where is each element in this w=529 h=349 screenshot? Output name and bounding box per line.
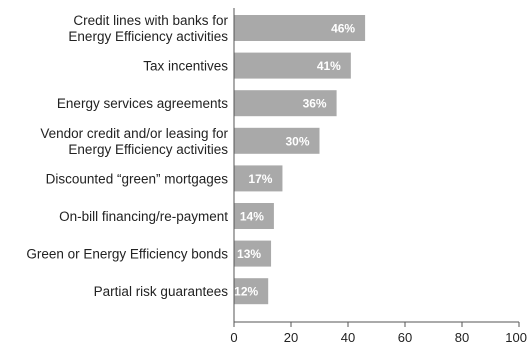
bar (234, 90, 337, 117)
x-tick-label: 60 (398, 330, 412, 345)
x-tick-labels: 0 20 40 60 80 100 (230, 330, 527, 345)
bar (234, 52, 351, 79)
category-label: Energy services agreements (57, 96, 228, 111)
axes (233, 8, 520, 327)
category-label: On-bill financing/re-payment (59, 209, 228, 224)
category-label-line: Credit lines with banks for (73, 13, 228, 28)
category-label-line: On-bill financing/re-payment (59, 209, 228, 224)
category-label-line: Partial risk guarantees (94, 284, 229, 299)
bar-value-label: 36% (303, 97, 327, 111)
category-label: Tax incentives (143, 59, 228, 74)
bar (234, 127, 320, 154)
bar-value-label: 46% (331, 22, 355, 36)
x-tick-label: 80 (455, 330, 469, 345)
x-tick-label: 0 (230, 330, 237, 345)
category-label-line: Energy Efficiency activities (68, 29, 228, 44)
bar-value-label: 12% (234, 285, 258, 299)
value-labels: 46% 41% 36% 30% 17% 14% 13% 12% (234, 22, 355, 299)
bar (234, 240, 272, 267)
category-label-line: Green or Energy Efficiency bonds (26, 247, 228, 262)
category-label-line: Energy services agreements (57, 96, 228, 111)
x-tick-label: 20 (284, 330, 298, 345)
category-label-line: Energy Efficiency activities (68, 142, 228, 157)
bar-value-label: 13% (237, 247, 261, 261)
category-label-line: Discounted “green” mortgages (46, 171, 229, 186)
bar-value-label: 17% (248, 172, 272, 186)
bars-layer (234, 15, 366, 305)
x-tick-label: 100 (505, 330, 527, 345)
bar (234, 278, 269, 305)
bar-value-label: 14% (240, 210, 264, 224)
bar (234, 165, 283, 192)
category-label: Green or Energy Efficiency bonds (26, 247, 228, 262)
bar-value-label: 41% (317, 59, 341, 73)
category-label-line: Tax incentives (143, 59, 228, 74)
bar (234, 203, 274, 229)
category-label-line: Vendor credit and/or leasing for (40, 126, 228, 141)
bar-value-label: 30% (285, 134, 309, 148)
category-label: Discounted “green” mortgages (46, 171, 229, 186)
category-label: Partial risk guarantees (94, 284, 229, 299)
bar (234, 15, 366, 41)
x-tick-label: 40 (341, 330, 355, 345)
